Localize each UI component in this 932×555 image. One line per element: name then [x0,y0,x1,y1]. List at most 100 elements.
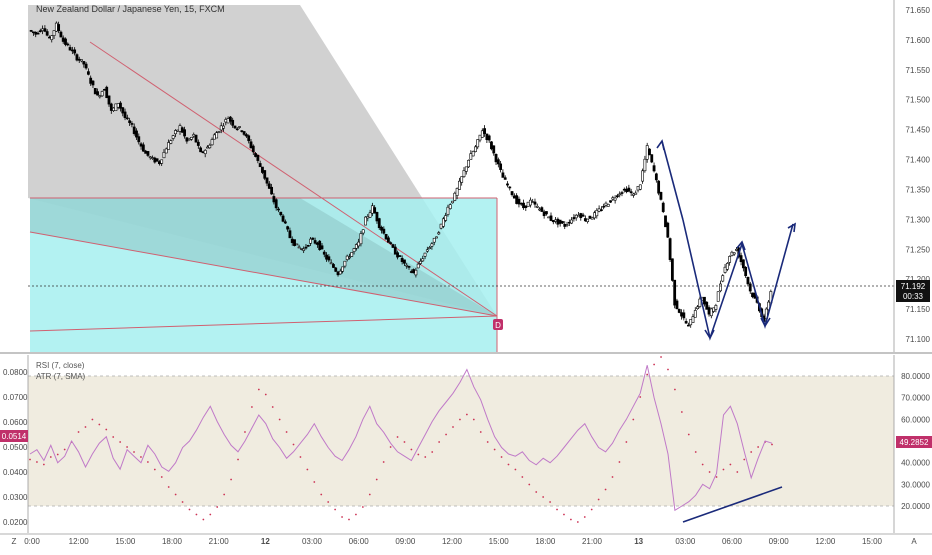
atr-point [36,461,38,463]
atr-point [771,443,773,446]
time-axis-ticks[interactable]: 0:00 12:00 15:00 18:00 21:00 12 03:00 06:00 09:0… [24,537,882,546]
candle-body [485,133,489,140]
candle-body [155,158,159,162]
candle-body [201,151,205,154]
candle-body [492,145,496,154]
atr-point [438,441,441,443]
atr-point [694,451,697,453]
candle-body [476,139,480,148]
candle-body [183,129,186,137]
candle-body [350,252,354,257]
time-tick-label: 12:00 [69,537,90,546]
atr-point [292,443,295,446]
candle-body [767,301,770,311]
candle-body [43,28,47,32]
candle-body [354,244,358,249]
atr-point [452,426,454,428]
candles-group [29,21,773,328]
candle-body [709,308,713,317]
candle-body [643,158,647,172]
candle-body [153,157,157,163]
candle-body [430,243,434,247]
atr-point [687,433,690,436]
candle-body [620,192,624,194]
candle-body [535,205,539,208]
atr-point [382,461,385,463]
candle-body [137,136,141,143]
candle-body [29,30,33,32]
candle-body [38,30,42,32]
candle-body [325,254,328,260]
atr-point [757,446,760,448]
atr-point [313,481,316,483]
candle-body [80,59,83,62]
candle-body [638,184,642,190]
rsi-value-label: 49.2852 [900,438,929,447]
time-tick-label: 12:00 [442,537,463,546]
candle-body [515,195,519,204]
atr-point [202,518,205,521]
candle-body [377,218,381,229]
atr-point [209,513,212,516]
candle-body [650,154,654,163]
candle-body [501,172,505,178]
candle-body [451,200,454,204]
candle-body [125,117,129,120]
projection-arrow-top [736,240,746,251]
candle-body [549,215,553,221]
time-tick-label: 18:00 [162,537,183,546]
candle-body [416,263,420,269]
atr-point [479,431,482,433]
candle-body [725,263,729,270]
candle-body [114,103,118,112]
atr-point [639,396,642,398]
candle-body [746,276,750,285]
candle-body [551,220,555,223]
candle-body [373,207,377,214]
candle-body [510,191,514,196]
atr-point [264,393,267,396]
candle-body [306,245,310,247]
candle-body [190,136,193,140]
candle-body [522,202,525,209]
atr-point [743,458,746,461]
candle-body [478,134,482,141]
candle-body [332,264,335,268]
time-axis-right-label: A [911,537,917,546]
candle-body [348,256,351,259]
atr-point [368,493,371,496]
rsi-legend: RSI (7, close) [36,361,85,370]
candle-body [231,119,235,126]
candle-body [380,226,383,231]
chart-title: New Zealand Dollar / Japanese Yen, 15, F… [36,4,225,14]
candle-body [719,283,722,292]
candle-body [748,283,752,292]
atr-point [750,451,753,453]
d-marker[interactable] [493,319,503,330]
candle-body [84,63,88,69]
atr-point [181,501,184,503]
candle-body [75,54,79,61]
candle-body [682,312,686,319]
price-axis-ticks[interactable]: 71.650 71.600 71.550 71.500 71.450 71.400 71.3… [906,6,931,344]
candle-body [403,259,406,264]
candle-body [419,260,422,264]
candle-body [261,166,264,173]
price-tick-label: 71.550 [906,66,931,75]
atr-point [583,516,586,518]
candle-body [70,49,74,52]
candle-body [567,221,571,224]
atr-point [348,518,350,521]
candle-body [554,219,557,222]
candle-body [132,126,136,134]
candle-body [714,305,718,310]
candle-body [423,252,427,257]
price-tick-label: 71.250 [906,245,931,254]
candle-body [32,31,35,34]
atr-axis-ticks[interactable]: 0.0800 0.0700 0.0600 0.0500 0.0400 0.0300 0.02… [3,368,28,527]
candle-body [359,233,363,245]
candle-body [222,125,225,129]
atr-point [320,493,323,496]
